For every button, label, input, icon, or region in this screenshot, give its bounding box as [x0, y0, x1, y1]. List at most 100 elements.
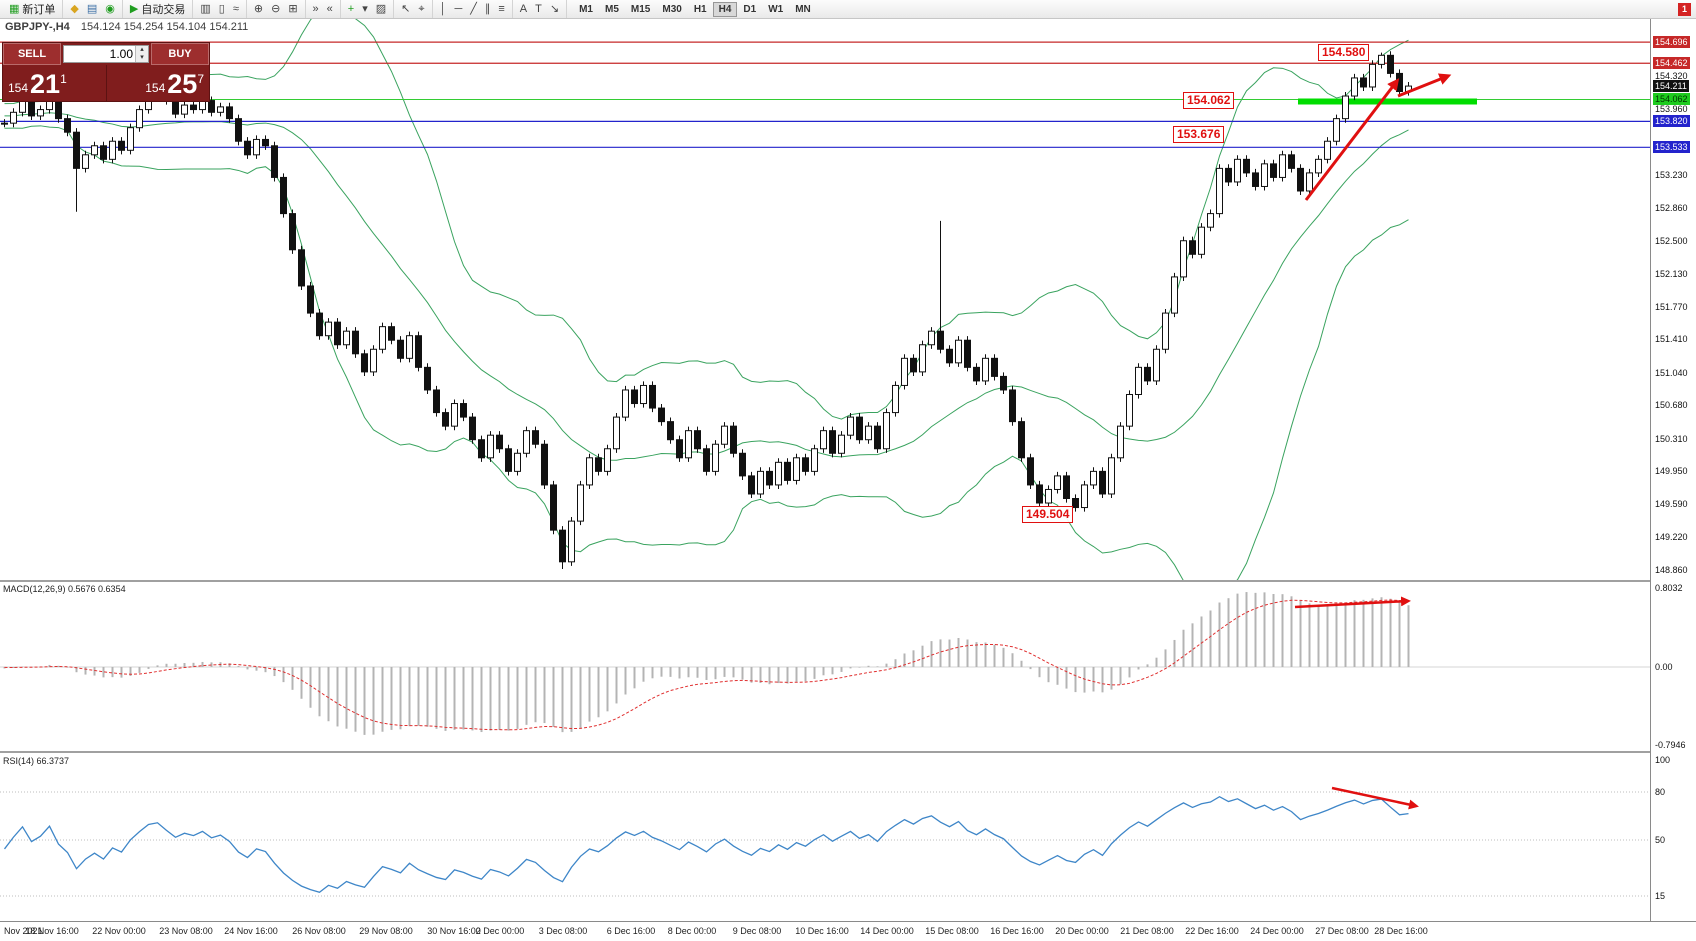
time-label: 24 Nov 16:00	[224, 926, 278, 936]
rsi-axis-label: 50	[1655, 835, 1666, 845]
one-click-prices-row: 154 21 1 154 25 7	[3, 65, 209, 101]
cursor-button[interactable]: ↖	[397, 1, 414, 17]
chart-shift-button[interactable]: «	[323, 1, 337, 17]
volume-increase-button[interactable]: ▴	[136, 46, 148, 54]
time-label: 18 Nov 16:00	[25, 926, 79, 936]
sell-price-pips: 21	[30, 69, 61, 99]
charts-button[interactable]: ▤	[83, 1, 101, 17]
time-axis[interactable]: Nov 2021 18 Nov 16:00 22 Nov 00:00 23 Nov …	[0, 921, 1696, 941]
new-order-button-label: 新订单	[22, 4, 56, 16]
chart-shift-icon: «	[326, 3, 333, 15]
trendline-icon: ╱	[470, 3, 477, 15]
rsi-indicator-label: RSI(14) 66.3737	[3, 756, 70, 766]
fibonacci-button[interactable]: ≡	[494, 1, 508, 17]
time-label: 3 Dec 08:00	[538, 926, 588, 936]
line-chart-icon: ≈	[232, 3, 239, 15]
price-tag-154_211: 154.211	[1653, 79, 1689, 92]
timeframe-h4-button[interactable]: H4	[712, 1, 738, 17]
autotrading-button[interactable]: ▶ 自动交易	[126, 1, 189, 17]
tile-windows-button[interactable]: ⊞	[284, 1, 301, 17]
vertical-line-icon: │	[439, 3, 447, 15]
panels-group: ◆ ▤ ◉	[63, 0, 123, 18]
profiles-button[interactable]: ◆	[66, 1, 82, 17]
trendline-button[interactable]: ╱	[466, 1, 481, 17]
timeframe-m30-button[interactable]: M30	[656, 2, 687, 17]
buy-price[interactable]: 154 25 7	[105, 65, 210, 101]
buy-button[interactable]: BUY	[151, 43, 209, 65]
bar-chart-button[interactable]: ▥	[196, 1, 214, 17]
new-order-button[interactable]: ▦ 新订单	[5, 1, 59, 17]
timeframe-m1-button[interactable]: M1	[573, 2, 599, 17]
alerts-button[interactable]: ◉	[101, 1, 119, 17]
templates-button[interactable]: ▨	[372, 1, 390, 17]
main-toolbar: ▦ 新订单 ◆ ▤ ◉ ▶ 自动交易 ▥ ▯ ≈ ⊕ ⊖ ⊞» «+ ▾ ▨ ↖ ⌖ │ ─ ╱ ∥ ≡ A T ↘ M1 M5 M1…	[0, 0, 1696, 19]
annotation-arrows-layer	[1294, 73, 1452, 810]
main-chart-panel[interactable]	[0, 19, 1650, 595]
timeframe-h1-button[interactable]: H1	[688, 2, 713, 17]
price-scale[interactable]: 153.230 152.860 152.500 152.130 151.770 151.4…	[1650, 19, 1696, 921]
timeframe-m15-button[interactable]: M15	[625, 2, 656, 17]
auto-scroll-button[interactable]: »	[309, 1, 323, 17]
timeframe-w1-button[interactable]: W1	[762, 2, 789, 17]
crosshair-icon: ⌖	[418, 3, 425, 15]
sell-button[interactable]: SELL	[3, 43, 61, 65]
price-tick: 150.680	[1655, 400, 1688, 411]
time-label: 26 Nov 08:00	[292, 926, 346, 936]
macd-indicator-label: MACD(12,26,9) 0.5676 0.6354	[3, 584, 126, 594]
indicators-button[interactable]: +	[344, 1, 358, 17]
candlestick-chart-button[interactable]: ▯	[215, 1, 229, 17]
rsi-panel[interactable]	[0, 791, 1650, 897]
price-tick: 152.500	[1655, 235, 1688, 246]
autotrading-icon: ▶	[129, 3, 139, 15]
auto-scroll-icon: »	[312, 3, 319, 15]
zoom-out-button[interactable]: ⊖	[267, 1, 284, 17]
volume-input[interactable]	[64, 46, 135, 62]
horizontal-line-button[interactable]: ─	[450, 1, 466, 17]
time-label: 15 Dec 08:00	[925, 926, 979, 936]
timeframe-m5-button[interactable]: M5	[599, 2, 625, 17]
volume-field: ▴ ▾	[63, 45, 149, 63]
rsi-axis-label: 80	[1655, 787, 1666, 797]
draw-group: │ ─ ╱ ∥ ≡	[433, 0, 513, 18]
line-chart-button[interactable]: ≈	[229, 1, 243, 17]
text-label-button[interactable]: T	[531, 1, 546, 17]
buy-price-figure: 154	[145, 81, 166, 95]
price-tag-154_462: 154.462	[1653, 57, 1690, 70]
time-label: 28 Dec 16:00	[1374, 926, 1428, 936]
vertical-line-button[interactable]: │	[436, 1, 451, 17]
symbol-period-label: GBPJPY-,H4	[5, 21, 70, 33]
crosshair-button[interactable]: ⌖	[414, 1, 428, 17]
timeframe-mn-button[interactable]: MN	[789, 2, 817, 17]
time-label: 23 Nov 08:00	[159, 926, 213, 936]
notification-badge[interactable]: 1	[1678, 2, 1691, 16]
periods-button[interactable]: ▾	[358, 1, 372, 17]
text-button[interactable]: A	[516, 1, 531, 17]
price-tick: 148.860	[1655, 564, 1688, 575]
rsi-axis-label: 15	[1655, 891, 1666, 901]
price-tag-154_320: 154.320	[1655, 71, 1688, 82]
zoom-in-button[interactable]: ⊕	[250, 1, 267, 17]
sell-price[interactable]: 154 21 1	[3, 65, 106, 101]
buy-price-pips: 25	[167, 69, 198, 99]
one-click-trading-widget: SELL ▴ ▾ BUY 154 21 1 154 25 7	[2, 42, 210, 102]
sell-price-figure: 154	[8, 81, 29, 95]
timeframe-d1-button[interactable]: D1	[737, 2, 762, 17]
bar-chart-icon: ▥	[200, 3, 211, 15]
time-label: 10 Dec 16:00	[795, 926, 849, 936]
one-click-controls-row: SELL ▴ ▾ BUY	[3, 43, 209, 65]
scroll-group: » «	[306, 0, 341, 18]
autotrading-button-label: 自动交易	[141, 4, 186, 16]
chart-canvas[interactable]	[0, 19, 1650, 941]
arrows-tool-button[interactable]: ↘	[546, 1, 563, 17]
time-label: 9 Dec 08:00	[732, 926, 782, 936]
tile-windows-icon: ⊞	[288, 3, 298, 15]
channel-button[interactable]: ∥	[481, 1, 495, 17]
price-tick: 151.040	[1655, 367, 1688, 378]
macd-axis-label: 0.00	[1655, 662, 1673, 672]
time-label: 20 Dec 00:00	[1055, 926, 1109, 936]
time-label: 22 Dec 16:00	[1185, 926, 1239, 936]
volume-decrease-button[interactable]: ▾	[136, 54, 148, 62]
macd-panel[interactable]	[0, 592, 1650, 735]
zoom-in-icon: ⊕	[253, 3, 264, 15]
time-label: 14 Dec 00:00	[860, 926, 914, 936]
